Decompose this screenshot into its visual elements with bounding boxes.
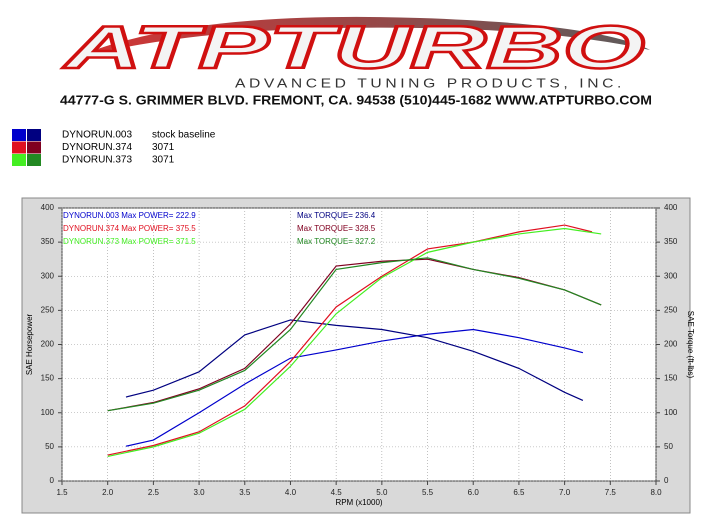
legend-swatch	[27, 129, 41, 141]
y2-tick-label: 150	[664, 374, 678, 383]
logo: ATPTURBO	[61, 14, 645, 81]
x-tick-label: 4.0	[285, 488, 297, 497]
x-tick-label: 6.5	[513, 488, 525, 497]
y-axis-label: SAE Horsepower	[25, 313, 34, 375]
x-tick-label: 5.0	[376, 488, 388, 497]
legend-note: stock baseline	[152, 130, 216, 141]
logo-swoosh	[70, 16, 650, 60]
x-tick-label: 2.0	[102, 488, 114, 497]
series-line	[107, 224, 593, 456]
y-tick-label: 150	[41, 374, 55, 383]
y-tick-label: 100	[41, 408, 55, 417]
annotation: DYNORUN.374 Max POWER= 375.5	[63, 224, 196, 233]
x-tick-label: 3.5	[239, 488, 251, 497]
x-tick-label: 2.5	[148, 488, 160, 497]
y-tick-label: 250	[41, 305, 55, 314]
x-tick-label: 7.5	[605, 488, 617, 497]
annotation: Max TORQUE= 327.2	[297, 237, 376, 246]
chart: DYNORUN.003 stock baseline DYNORUN.374 3071…	[12, 129, 695, 507]
address: 44777-G S. GRIMMER BLVD. FREMONT, CA. 94…	[60, 92, 652, 107]
series-line	[107, 227, 602, 458]
legend-swatch	[27, 141, 41, 154]
legend-swatch	[12, 129, 26, 141]
x-tick-label: 1.5	[56, 488, 68, 497]
y-tick-label: 50	[45, 442, 54, 451]
y2-tick-label: 0	[664, 476, 669, 485]
y2-tick-label: 200	[664, 340, 678, 349]
y-tick-label: 0	[50, 476, 55, 485]
y-tick-label: 350	[41, 237, 55, 246]
x-tick-label: 6.0	[468, 488, 480, 497]
legend-swatch	[12, 141, 26, 154]
y2-tick-label: 100	[664, 408, 678, 417]
legend-name: DYNORUN.003	[62, 130, 132, 141]
legend-name: DYNORUN.374	[62, 142, 132, 153]
annotation: DYNORUN.003 Max POWER= 222.9	[63, 211, 196, 220]
series-line	[125, 328, 584, 447]
x-tick-label: 3.0	[194, 488, 206, 497]
y-tick-label: 200	[41, 340, 55, 349]
y2-tick-label: 350	[664, 237, 678, 246]
legend-swatch	[12, 154, 26, 166]
x-tick-label: 4.5	[331, 488, 343, 497]
annotation: Max TORQUE= 328.5	[297, 224, 376, 233]
y2-axis-label: SAE Torque (ft-lbs)	[686, 311, 695, 379]
annotation: Max TORQUE= 236.4	[297, 211, 376, 220]
x-tick-label: 5.5	[422, 488, 434, 497]
legend-note: 3071	[152, 155, 175, 166]
y-tick-label: 400	[41, 203, 55, 212]
y2-tick-label: 250	[664, 305, 678, 314]
tagline: ADVANCED TUNING PRODUCTS, INC.	[235, 75, 625, 90]
annotation: DYNORUN.373 Max POWER= 371.5	[63, 237, 196, 246]
series-line	[125, 319, 584, 402]
x-tick-label: 7.0	[559, 488, 571, 497]
y2-tick-label: 50	[664, 442, 673, 451]
x-axis-label: RPM (x1000)	[335, 498, 382, 507]
x-tick-label: 8.0	[650, 488, 662, 497]
y-tick-label: 300	[41, 271, 55, 280]
series-line	[107, 257, 602, 412]
y2-tick-label: 300	[664, 271, 678, 280]
legend-note: 3071	[152, 142, 175, 153]
legend-swatch	[27, 154, 41, 166]
legend-name: DYNORUN.373	[62, 155, 132, 166]
y2-tick-label: 400	[664, 203, 678, 212]
